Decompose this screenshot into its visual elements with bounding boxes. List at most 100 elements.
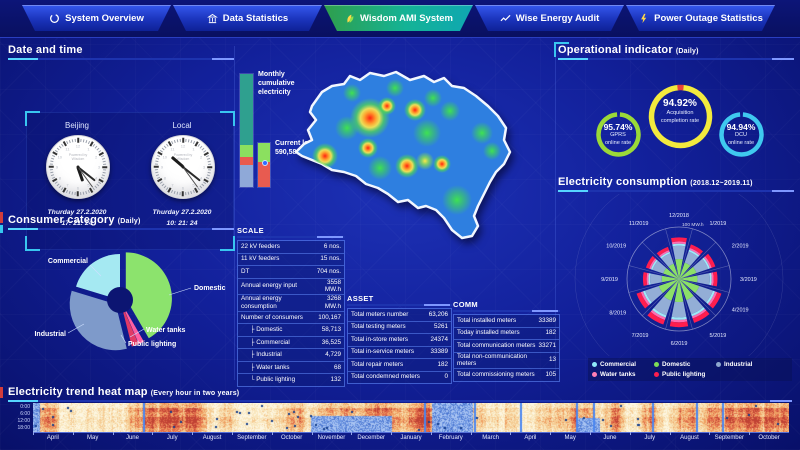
clock-watermark: Powered by Wisdom: [173, 153, 193, 162]
table-row: Annual energy consumption 3268 MW.h: [238, 295, 344, 312]
legend-dot: [592, 362, 597, 367]
heat-spot: [404, 99, 426, 121]
heatmap-month-label: April: [46, 435, 59, 441]
rose-segment: [711, 272, 714, 286]
heatmap-month-label: July: [166, 435, 178, 441]
heatmap-month-tick: [311, 432, 313, 435]
row-label: Total installed meters: [457, 316, 517, 324]
rose-segment: [686, 295, 704, 315]
rose-segment: [695, 286, 713, 303]
tab-data-statistics[interactable]: Data Statistics: [173, 5, 322, 31]
rose-ring-label: 100 MW.h: [682, 222, 704, 228]
table-row: Total condemned meters 0: [348, 371, 451, 383]
heat-spot: [483, 142, 501, 160]
power-outage-icon: [638, 13, 649, 24]
rose-month-label: 12/2018: [669, 213, 689, 219]
row-value: 15 nos.: [320, 255, 341, 263]
rose-segment: [661, 275, 679, 283]
rose-segment: [672, 245, 686, 260]
table-row: Annual energy input 3558 MW.h: [238, 278, 344, 296]
row-value: 6 nos.: [323, 242, 341, 250]
tab-wise-energy-audit[interactable]: Wise Energy Audit: [475, 5, 624, 31]
operational-suffix: (Daily): [675, 48, 699, 55]
row-label: Total testing meters: [351, 323, 406, 331]
table-row: Total in-store meters 24374: [348, 334, 451, 347]
table-body: Total installed meters 33389 Today install…: [453, 314, 560, 382]
row-value: 33271: [538, 341, 556, 349]
monthly-electricity-bar: [240, 74, 253, 187]
current-load-text: Current load: [275, 140, 317, 147]
gauge-dcu: 94.94% DCU online rate: [715, 108, 768, 161]
table-row: ├ Domestic 58,713: [238, 324, 344, 337]
monthly-bar-label: Monthly cumulative electricity: [258, 71, 295, 96]
rose-month-label: 1/2019: [710, 221, 727, 227]
table-row: ├ Water tanks 68: [238, 361, 344, 375]
heatmap-month-label: December: [357, 435, 386, 441]
scale-table: SCALE 22 kV feeders 6 nos. 11 kV feeders 15…: [237, 226, 345, 387]
row-label: └ Public lighting: [250, 376, 296, 384]
rose-segment: [671, 301, 687, 318]
rose-segment: [647, 311, 665, 325]
nav-tabs: System Overview Data Statistics Wisdom AMI…: [22, 5, 775, 31]
table-row: Total repair meters 182: [348, 359, 451, 372]
rose-segment: [660, 251, 671, 259]
row-label: Total commissioning meters: [457, 371, 535, 379]
heatmap-month-label: October: [280, 435, 303, 441]
row-value: 3558 MW.h: [324, 278, 341, 294]
tab-power-outage-statistics[interactable]: Power Outage Statistics: [626, 5, 775, 31]
row-value: 13: [548, 356, 556, 364]
table-row: 22 kV feeders 6 nos.: [238, 241, 344, 254]
row-value: 24374: [430, 335, 448, 343]
rose-segment: [689, 244, 703, 255]
row-label: Today installed meters: [457, 329, 520, 337]
row-label: ├ Water tanks: [250, 363, 290, 371]
tab-label: System Overview: [65, 12, 144, 24]
row-label: Annual energy consumption: [241, 295, 282, 311]
tab-label: Power Outage Statistics: [654, 12, 763, 24]
heatmap-month-label: May: [564, 435, 576, 441]
gauge-label: Acquisition completion rate: [660, 110, 700, 124]
title-rule: [8, 400, 792, 402]
gauge-value: 95.74%: [603, 121, 633, 132]
current-load-bar: [258, 143, 270, 187]
gauge-acquisition: 94.92% Acquisition completion rate: [644, 80, 717, 153]
row-value: 132: [330, 376, 341, 384]
consumption-rose-chart: 12/2018 1/2019 2/2019 3/2019 4/2019 5/2019 6/2…: [574, 194, 784, 356]
rose-month-label: 7/2019: [632, 333, 649, 339]
rose-segment: [689, 247, 701, 256]
table-rule: [347, 304, 452, 306]
gauge-label: DCU online rate: [727, 132, 755, 146]
table-title: COMM: [453, 300, 478, 309]
heatmap-hour-label: 0:00: [20, 404, 30, 410]
pie-slice-public-lighting: [120, 301, 139, 347]
accent-tick: [0, 225, 3, 233]
heatmap-month-tick: [550, 432, 552, 435]
accent-tick: [0, 387, 3, 398]
consumer-category-panel: Consumer category (Daily) Domestic Water t…: [8, 214, 234, 384]
row-value: 33389: [538, 316, 556, 324]
row-label: 22 kV feeders: [241, 242, 280, 250]
clock-city-label: Beijing: [64, 121, 89, 130]
heatmap-month-tick: [192, 432, 194, 435]
legend-dot: [654, 372, 659, 377]
rose-month-label: 8/2019: [609, 311, 626, 317]
analog-clock: 1 2 3 4 5 6 7 8 9 10 11 12 Powered by Wisdom: [46, 135, 110, 199]
heatmap-hour-label: 6:00: [20, 411, 30, 417]
rose-segment: [679, 275, 698, 283]
title-rule: [558, 190, 794, 192]
heatmap-suffix: (Every hour in two years): [150, 390, 240, 397]
rose-month-label: 6/2019: [671, 341, 688, 347]
heatmap-month-tick: [152, 432, 154, 435]
rose-segment: [648, 273, 651, 285]
row-value: 704 nos.: [316, 267, 341, 275]
rose-month-label: 11/2019: [629, 221, 648, 227]
heatmap-month-tick: [112, 432, 114, 435]
rose-segment: [642, 290, 652, 305]
pie-slice-water-tanks: [120, 301, 144, 345]
row-label: Total non-communication meters: [457, 352, 528, 368]
tab-system-overview[interactable]: System Overview: [22, 5, 171, 31]
tab-wisdom-ami-system[interactable]: Wisdom AMI System: [324, 5, 473, 31]
consumer-pie-chart: Domestic Water tanks Public lighting Indust…: [34, 252, 226, 351]
table-row: Total in-service meters 33389: [348, 346, 451, 359]
heatmap-month-label: September: [714, 435, 744, 441]
